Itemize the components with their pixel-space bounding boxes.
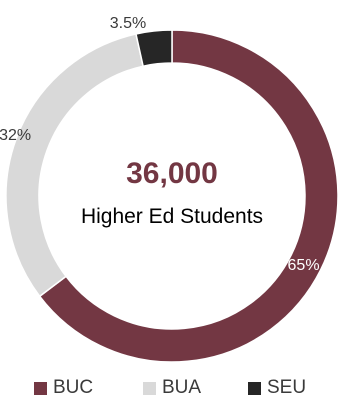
legend-label-bua: BUA [162,377,202,398]
legend-label-buc: BUC [53,377,94,398]
slice-label-bua: 32% [0,127,31,144]
legend-item-bua: BUA [143,376,201,400]
slice-buc [38,29,339,363]
donut-slices [5,29,339,363]
slice-bua [5,33,145,298]
legend-item-seu: SEU [248,376,306,400]
legend-item-buc: BUC [34,376,93,400]
center-value: 36,000 [126,157,218,190]
legend-swatch-seu [248,381,261,395]
slice-labels: 65% 32% 3.5% [0,15,320,274]
legend-swatch-bua [143,381,156,395]
legend-label-seu: SEU [267,377,307,398]
legend-swatch-buc [34,381,47,395]
center-label: Higher Ed Students [81,205,263,228]
slice-seu [135,29,173,68]
legend: BUC BUA SEU [0,376,345,400]
slice-label-seu: 3.5% [110,15,146,32]
slice-label-buc: 65% [288,257,320,274]
